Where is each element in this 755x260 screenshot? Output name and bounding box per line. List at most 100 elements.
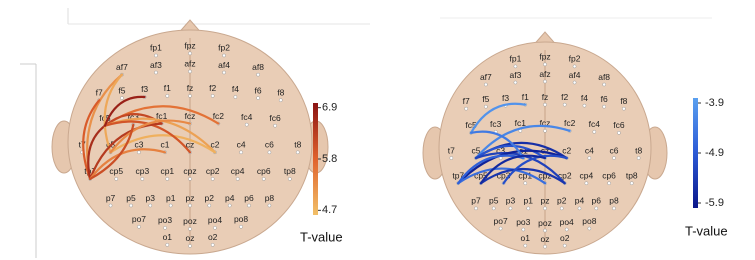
- electrode-label: f8: [620, 96, 627, 106]
- electrode-label: po7: [494, 216, 508, 226]
- electrode-label: fc6: [613, 120, 625, 130]
- colorbar-tick-label: -3.9: [705, 97, 724, 109]
- electrode-dot: [188, 52, 191, 55]
- electrode-dot: [234, 95, 237, 98]
- electrode-dot: [137, 225, 140, 228]
- electrode-label: f6: [255, 85, 262, 95]
- electrode-dot: [211, 243, 214, 246]
- electrode-label: po4: [208, 215, 222, 225]
- electrode-dot: [560, 207, 563, 210]
- electrode-dot: [154, 71, 157, 74]
- electrode-dot: [588, 156, 591, 159]
- electrode-dot: [573, 65, 576, 68]
- electrode-label: p8: [609, 196, 619, 206]
- electrode-label: poz: [538, 218, 552, 228]
- electrode-dot: [188, 177, 191, 180]
- electrode-label: f5: [482, 94, 489, 104]
- electrode-dot: [563, 244, 566, 247]
- electrode-label: fc3: [490, 119, 502, 129]
- electrode-dot: [612, 207, 615, 210]
- electrode-label: fpz: [539, 52, 550, 62]
- electrode-label: f7: [463, 96, 470, 106]
- electrode-dot: [563, 103, 566, 106]
- electrode-label: cp4: [231, 166, 245, 176]
- electrode-label: fz: [187, 83, 194, 93]
- colorbar-label: T-value: [300, 229, 343, 244]
- electrode-dot: [499, 227, 502, 230]
- electrode-label: oz: [541, 234, 550, 244]
- electrode-dot: [279, 99, 282, 102]
- electrode-label: af4: [218, 60, 230, 70]
- electrode-label: f8: [277, 87, 284, 97]
- electrode-dot: [484, 83, 487, 86]
- colorbar-tick-label: 6.9: [322, 102, 337, 114]
- electrode-dot: [514, 81, 517, 84]
- electrode-label: cp5: [109, 166, 123, 176]
- electrode-dot: [509, 207, 512, 210]
- electrode-dot: [115, 177, 118, 180]
- electrode-dot: [637, 156, 640, 159]
- electrode-dot: [543, 129, 546, 132]
- electrode-dot: [213, 226, 216, 229]
- electrode-label: cp3: [135, 166, 149, 176]
- electrode-label: fp2: [218, 43, 230, 53]
- electrode-dot: [524, 182, 527, 185]
- electrode-dot: [166, 177, 169, 180]
- electrode-label: po3: [158, 215, 172, 225]
- electrode-dot: [239, 225, 242, 228]
- electrode-label: c4: [237, 140, 246, 150]
- electrode-dot: [211, 177, 214, 180]
- electrode-dot: [543, 63, 546, 66]
- electrode-label: tp8: [626, 170, 638, 180]
- electrode-label: t7: [448, 145, 455, 155]
- electrode-dot: [514, 65, 517, 68]
- electrode-label: p3: [146, 193, 156, 203]
- electrode-label: o1: [521, 233, 531, 243]
- colorbar-label: T-value: [685, 223, 728, 238]
- electrode-dot: [222, 71, 225, 74]
- electrode-label: fc6: [269, 113, 281, 123]
- electrode-dot: [188, 94, 191, 97]
- electrode-label: p8: [265, 193, 275, 203]
- electrode-dot: [588, 227, 591, 230]
- colorbar-tick-label: -4.9: [705, 147, 724, 159]
- electrode-label: t8: [635, 145, 642, 155]
- electrode-label: po8: [234, 214, 248, 224]
- electrode-dot: [208, 204, 211, 207]
- electrode-dot: [585, 182, 588, 185]
- electrode-label: af4: [569, 70, 581, 80]
- electrode-label: fc2: [213, 111, 225, 121]
- electrode-label: po4: [560, 217, 574, 227]
- electrode-dot: [245, 123, 248, 126]
- electrode-dot: [527, 207, 530, 210]
- electrode-dot: [166, 94, 169, 97]
- electrode-label: fp1: [510, 54, 522, 64]
- electrode-label: po8: [582, 216, 596, 226]
- electrode-label: p1: [524, 196, 534, 206]
- electrode-dot: [543, 207, 546, 210]
- electrode-dot: [603, 83, 606, 86]
- electrode-dot: [543, 80, 546, 83]
- electrode-label: f4: [581, 93, 588, 103]
- electrode-dot: [141, 177, 144, 180]
- electrode-dot: [188, 70, 191, 73]
- electrode-label: af3: [150, 60, 162, 70]
- electrode-dot: [484, 105, 487, 108]
- electrode-label: fp1: [150, 43, 162, 53]
- electrode-dot: [607, 182, 610, 185]
- electrode-dot: [154, 54, 157, 57]
- electrode-dot: [149, 204, 152, 207]
- electrode-dot: [211, 94, 214, 97]
- electrode-dot: [239, 151, 242, 154]
- electrode-dot: [593, 130, 596, 133]
- colorbar: [693, 98, 698, 208]
- electrode-label: fc4: [589, 119, 601, 129]
- electrode-label: p4: [225, 193, 235, 203]
- electrode-label: p5: [489, 196, 499, 206]
- electrode-dot: [522, 228, 525, 231]
- electrode-label: fc2: [564, 118, 576, 128]
- electrode-dot: [273, 124, 276, 127]
- electrode-label: f1: [164, 83, 171, 93]
- electrode-label: af8: [252, 62, 264, 72]
